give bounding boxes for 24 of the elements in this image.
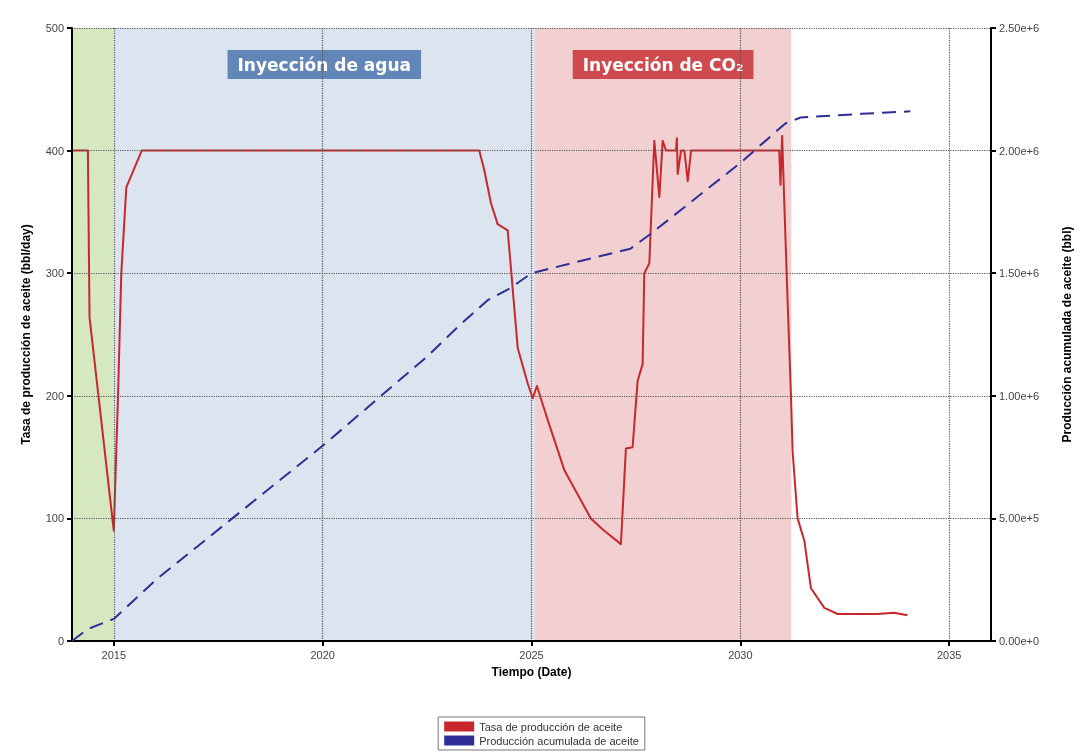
y-tick-label: 500 [45, 22, 64, 34]
x-tick-label: 2015 [101, 648, 127, 661]
y2-tick-label: 2.00e+6 [999, 144, 1040, 157]
y-tick-label: 300 [45, 267, 64, 280]
legend-label: Producción acumulada de aceite [479, 734, 639, 747]
x-tick-label: 2030 [728, 648, 753, 661]
x-tick-label: 2035 [936, 648, 962, 661]
y2-tick-label: 1.50e+6 [999, 267, 1040, 280]
y-tick-label: 100 [45, 512, 64, 525]
band-label: Inyección de agua [237, 54, 412, 75]
y-tick-label: 0 [57, 635, 64, 647]
y2-tick-label: 5.00e+5 [999, 512, 1040, 525]
y-axis-title: Tasa de producción de aceite (bbl/day) [19, 224, 33, 445]
x-axis-title: Tiempo (Date) [491, 665, 572, 679]
y-tick-label: 200 [45, 389, 64, 402]
y-tick-label: 400 [45, 144, 64, 157]
y2-tick-label: 1.00e+6 [999, 389, 1040, 402]
y2-axis-title: Producción acumulada de aceite (bbl) [1060, 226, 1074, 443]
y2-tick-label: 2.50e+6 [999, 22, 1040, 34]
x-tick-label: 2020 [310, 648, 335, 661]
band-label: Inyección de CO₂ [582, 54, 744, 75]
legend-label: Tasa de producción de aceite [479, 720, 623, 733]
x-tick-label: 2025 [519, 648, 544, 661]
y2-tick-label: 0.00e+0 [999, 635, 1040, 647]
